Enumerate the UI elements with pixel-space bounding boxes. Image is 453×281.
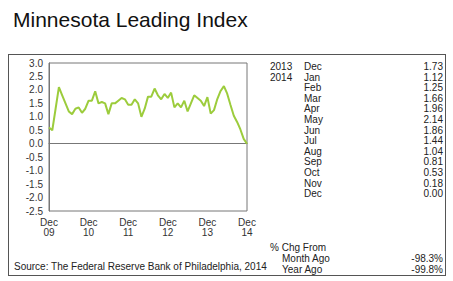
- svg-text:13: 13: [202, 227, 214, 238]
- html-text:Feb: Feb: [304, 82, 322, 94]
- svg-text:0.0: 0.0: [29, 138, 43, 149]
- html-text:2014: 2014: [270, 71, 293, 83]
- html-text:Jun: Jun: [304, 124, 321, 136]
- html-text:Jul: Jul: [304, 135, 317, 147]
- html-text:Mar: Mar: [304, 92, 322, 104]
- svg-text:2.5: 2.5: [29, 71, 43, 82]
- html-text:May: May: [304, 114, 323, 125]
- html-text:Month Ago: Month Ago: [282, 253, 330, 264]
- html-text:2013: 2013: [270, 61, 293, 72]
- svg-text:-1.5: -1.5: [26, 179, 44, 190]
- html-text:1.86: 1.86: [423, 124, 443, 136]
- svg-text:Dec: Dec: [198, 216, 217, 228]
- html-text:1.96: 1.96: [423, 103, 443, 115]
- html-text:0.53: 0.53: [423, 167, 443, 178]
- svg-text:-2.5: -2.5: [26, 206, 44, 217]
- html-text:-98.3%: -98.3%: [411, 253, 443, 264]
- html-text:1.12: 1.12: [423, 71, 443, 83]
- html-text:1.25: 1.25: [423, 82, 443, 94]
- html-text:Jan: Jan: [304, 71, 321, 83]
- html-text:Source: The Federal Reserve Ba: Source: The Federal Reserve Bank of Phil…: [14, 261, 267, 272]
- svg-text:10: 10: [83, 227, 95, 238]
- svg-text:3.0: 3.0: [29, 58, 43, 69]
- svg-text:Dec: Dec: [40, 216, 58, 228]
- svg-text:11: 11: [123, 227, 134, 238]
- html-text:-99.8%: -99.8%: [411, 263, 443, 275]
- svg-text:Dec: Dec: [238, 216, 256, 228]
- svg-text:12: 12: [162, 227, 174, 238]
- svg-text:Dec: Dec: [79, 216, 98, 228]
- html-text:0.00: 0.00: [423, 188, 443, 200]
- html-text:Year Ago: Year Ago: [282, 263, 323, 275]
- svg-text:-1.0: -1.0: [26, 165, 44, 176]
- html-text:1.44: 1.44: [423, 135, 443, 147]
- html-text:Dec: Dec: [304, 188, 322, 200]
- svg-text:-2.0: -2.0: [26, 192, 44, 203]
- html-text:Oct: Oct: [304, 167, 320, 178]
- html-text:1.04: 1.04: [423, 145, 443, 157]
- html-text:1.73: 1.73: [423, 61, 443, 72]
- html-text:0.18: 0.18: [423, 177, 443, 189]
- html-text:Dec: Dec: [304, 61, 322, 72]
- html-text:0.81: 0.81: [423, 156, 443, 168]
- svg-text:14: 14: [241, 227, 253, 238]
- svg-text:1.5: 1.5: [29, 98, 43, 109]
- svg-text:1.0: 1.0: [29, 111, 43, 122]
- svg-text:Minnesota Leading Index: Minnesota Leading Index: [13, 8, 248, 31]
- svg-text:0.5: 0.5: [29, 125, 43, 136]
- html-text:% Chg From: % Chg From: [270, 242, 327, 253]
- svg-text:Dec: Dec: [119, 216, 138, 228]
- svg-text:09: 09: [43, 227, 55, 238]
- html-text:Nov: Nov: [304, 177, 322, 189]
- svg-text:2.0: 2.0: [29, 84, 43, 95]
- html-text:Apr: Apr: [304, 103, 320, 115]
- svg-text:-0.5: -0.5: [26, 152, 44, 163]
- svg-text:Dec: Dec: [158, 216, 177, 228]
- html-text:2.14: 2.14: [423, 114, 443, 125]
- html-text:Sep: Sep: [304, 156, 322, 168]
- html-text:1.66: 1.66: [423, 92, 443, 104]
- html-text:Aug: Aug: [304, 145, 322, 157]
